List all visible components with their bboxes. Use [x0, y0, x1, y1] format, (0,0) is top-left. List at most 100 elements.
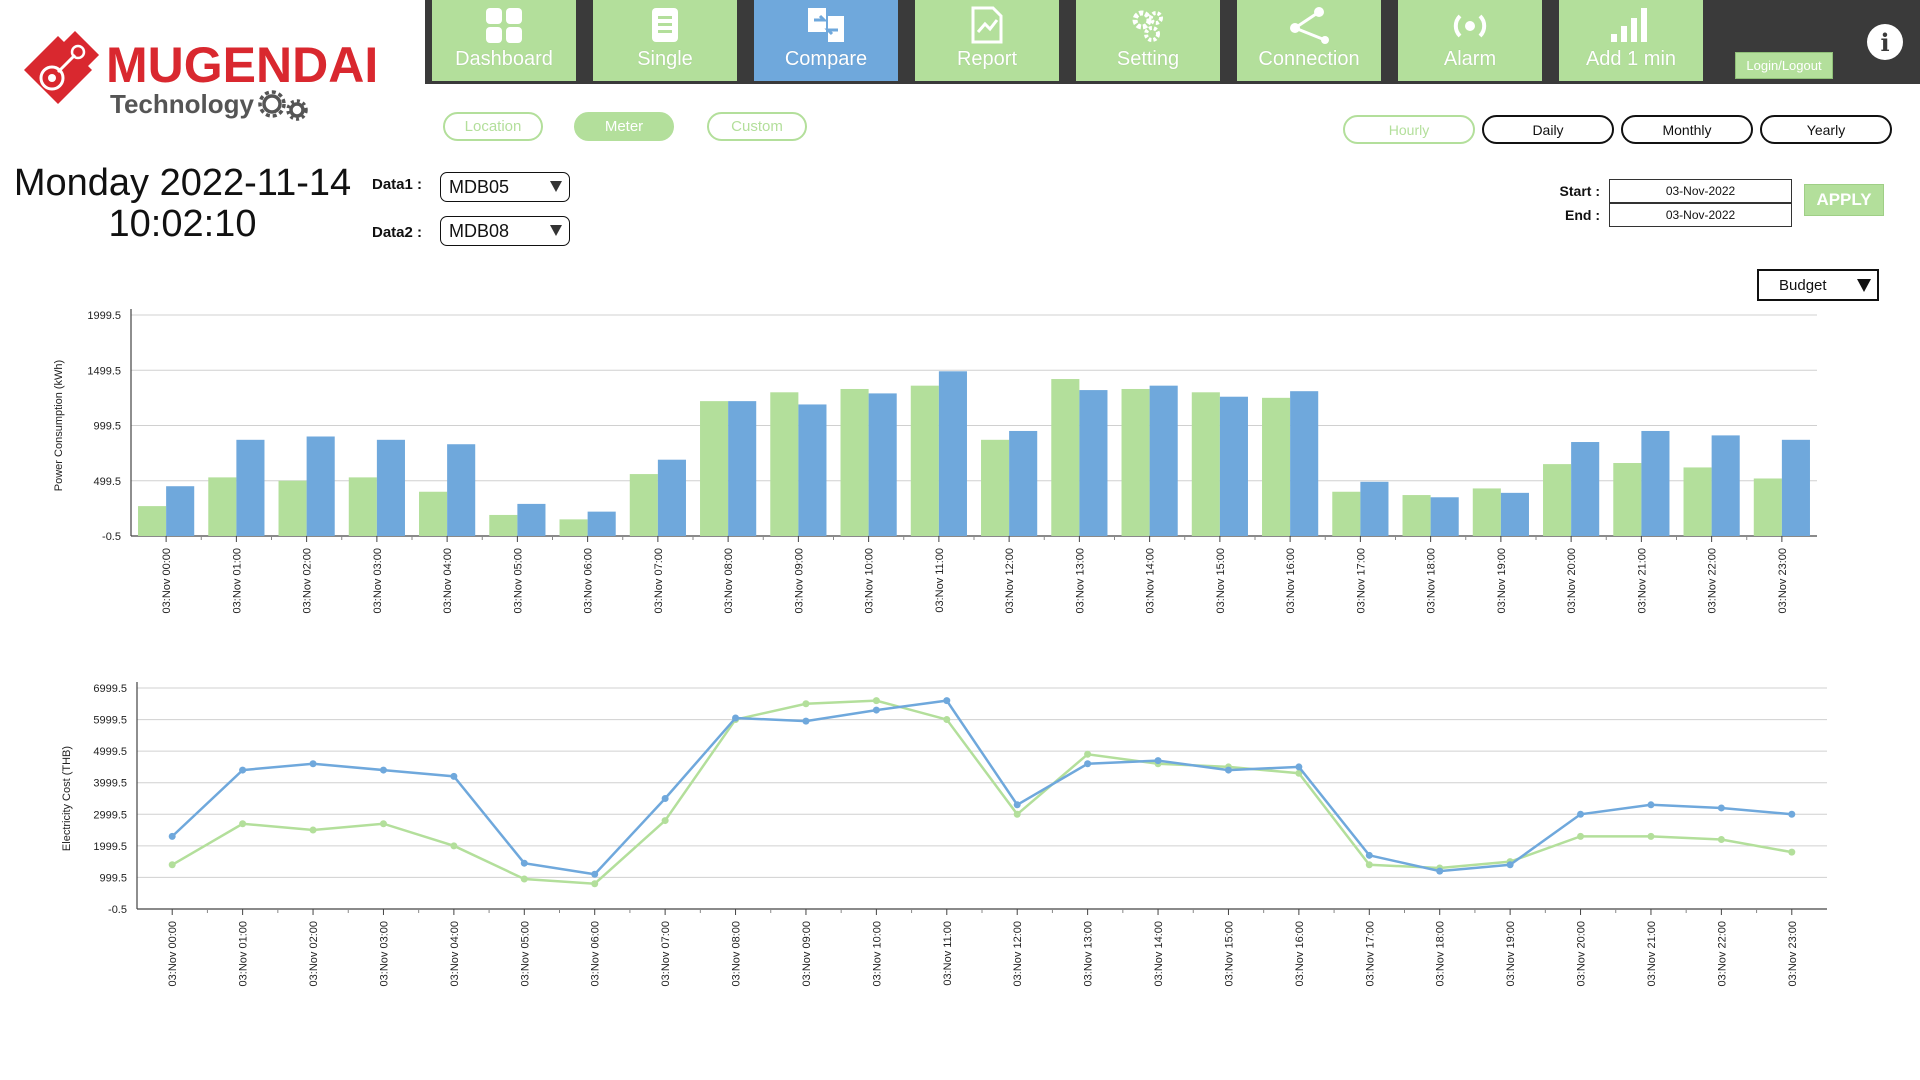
y-tick-label: 999.5 — [93, 421, 121, 433]
x-tick-label: 03:Nov 07:00 — [653, 548, 665, 613]
period-hourly[interactable]: Hourly — [1343, 115, 1475, 144]
y-tick-label: 1499.5 — [87, 365, 121, 377]
point-series-2 — [1013, 801, 1021, 809]
point-series-1 — [168, 861, 176, 869]
end-date-input[interactable]: 03-Nov-2022 — [1609, 203, 1792, 227]
point-series-2 — [379, 766, 387, 774]
period-daily[interactable]: Daily — [1482, 115, 1614, 144]
bar-series-1 — [489, 514, 518, 536]
x-tick-label: 03:Nov 21:00 — [1646, 921, 1658, 986]
current-date: Monday 2022-11-14 — [13, 162, 352, 204]
point-series-2 — [239, 766, 247, 774]
tab-meter[interactable]: Meter — [574, 112, 674, 141]
point-series-1 — [1084, 750, 1092, 758]
nav-add-1-min-button[interactable]: Add 1 min — [1559, 0, 1703, 81]
bar-series-1 — [1262, 397, 1291, 536]
bar-series-2 — [1009, 430, 1038, 536]
gears-logo-icon — [258, 90, 308, 121]
chevron-down-icon — [1857, 279, 1871, 292]
budget-dropdown[interactable]: Budget — [1757, 269, 1879, 301]
bar-series-2 — [1360, 481, 1389, 536]
signal-bars-icon — [1611, 8, 1647, 42]
point-series-1 — [239, 820, 247, 828]
bar-series-1 — [840, 388, 869, 536]
nav-report-button[interactable]: Report — [915, 0, 1059, 81]
point-series-1 — [309, 826, 317, 834]
x-tick-label: 03:Nov 22:00 — [1716, 921, 1728, 986]
line-series-2 — [171, 699, 1792, 876]
chevron-down-icon — [550, 225, 562, 236]
info-icon[interactable]: i — [1867, 24, 1903, 60]
data2-label: Data2 : — [372, 224, 423, 241]
bar-series-1 — [1613, 463, 1642, 536]
x-tick-label: 03:Nov 02:00 — [308, 921, 320, 986]
data2-select[interactable]: MDB08 — [440, 216, 570, 246]
tab-custom[interactable]: Custom — [707, 112, 807, 141]
period-yearly[interactable]: Yearly — [1760, 115, 1892, 144]
point-series-2 — [168, 832, 176, 840]
period-monthly[interactable]: Monthly — [1621, 115, 1753, 144]
data1-label: Data1 : — [372, 176, 423, 193]
x-tick-label: 03:Nov 11:00 — [934, 548, 946, 613]
tab-location[interactable]: Location — [443, 112, 543, 141]
budget-value: Budget — [1779, 276, 1827, 294]
point-series-1 — [520, 875, 528, 883]
bar-series-1 — [559, 519, 588, 536]
x-tick-label: 03:Nov 05:00 — [512, 548, 524, 613]
x-tick-label: 03:Nov 02:00 — [302, 548, 314, 613]
nav-dashboard-button[interactable]: Dashboard — [432, 0, 576, 81]
x-tick-label: 03:Nov 04:00 — [442, 548, 454, 613]
y-axis-label: Electricity Cost (THB) — [61, 746, 73, 851]
dashboard-icon — [486, 8, 522, 43]
point-series-1 — [591, 880, 599, 888]
nav-label: Add 1 min — [1585, 48, 1677, 70]
nav-alarm-button[interactable]: Alarm — [1398, 0, 1542, 81]
gears-icon — [1132, 10, 1163, 42]
apply-button[interactable]: APPLY — [1804, 184, 1884, 216]
bar-series-2 — [1500, 492, 1529, 536]
point-series-2 — [520, 859, 528, 867]
bar-series-1 — [770, 392, 799, 536]
point-series-2 — [802, 717, 810, 725]
bar-series-2 — [236, 439, 265, 536]
x-tick-label: 03:Nov 03:00 — [378, 921, 390, 986]
x-tick-label: 03:Nov 12:00 — [1004, 548, 1016, 613]
end-label: End : — [1565, 207, 1600, 223]
point-series-2 — [1436, 867, 1444, 875]
x-tick-label: 03:Nov 09:00 — [801, 921, 813, 986]
data1-value: MDB05 — [449, 176, 510, 197]
x-tick-label: 03:Nov 04:00 — [449, 921, 461, 986]
nav-compare-button[interactable]: Compare — [754, 0, 898, 81]
x-tick-label: 03:Nov 05:00 — [519, 921, 531, 986]
data1-select[interactable]: MDB05 — [440, 172, 570, 202]
y-tick-label: 4999.5 — [93, 746, 127, 758]
point-series-2 — [309, 760, 317, 768]
electricity-cost-line-chart: 6999.5 5999.5 4999.5 3999.5 2999.5 1999.5 999.… — [61, 682, 1827, 986]
power-consumption-bar-chart: 1999.5 1499.5 999.5 499.5 -0.5 Power Consumpt… — [53, 309, 1817, 613]
bar-series-2 — [868, 393, 897, 536]
point-series-2 — [1647, 801, 1655, 809]
point-series-2 — [1295, 763, 1303, 771]
start-date-input[interactable]: 03-Nov-2022 — [1609, 179, 1792, 203]
bar-series-2 — [657, 459, 686, 536]
point-series-1 — [1647, 832, 1655, 840]
point-series-2 — [732, 714, 740, 722]
data2-value: MDB08 — [449, 220, 510, 241]
bar-series-2 — [1079, 390, 1108, 536]
nav-connection-button[interactable]: Connection — [1237, 0, 1381, 81]
point-series-1 — [1013, 810, 1021, 818]
x-tick-label: 03:Nov 17:00 — [1364, 921, 1376, 986]
bar-series-1 — [1683, 467, 1712, 536]
brand-subtitle: Technology — [110, 89, 255, 119]
x-tick-label: 03:Nov 20:00 — [1576, 921, 1588, 986]
y-tick-label: 5999.5 — [93, 715, 127, 727]
point-series-2 — [1788, 810, 1796, 818]
nav-setting-button[interactable]: Setting — [1076, 0, 1220, 81]
alarm-icon — [1453, 14, 1487, 38]
login-logout-button[interactable]: Login/Logout — [1735, 52, 1833, 79]
nav-single-button[interactable]: Single — [593, 0, 737, 81]
line-series-1 — [171, 699, 1793, 886]
x-tick-label: 03:Nov 13:00 — [1083, 921, 1095, 986]
chevron-down-icon — [550, 181, 562, 192]
y-tick-label: 999.5 — [99, 872, 127, 884]
